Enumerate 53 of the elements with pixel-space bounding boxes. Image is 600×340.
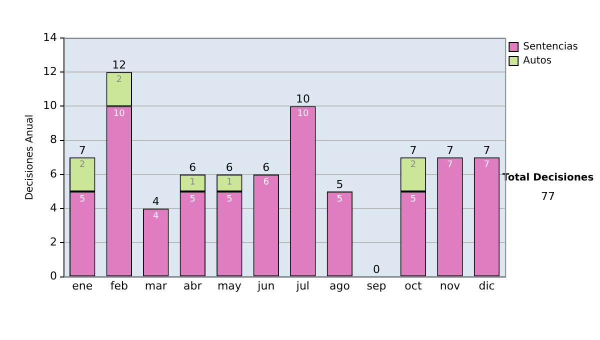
- x-tick-label: may: [217, 279, 242, 292]
- data-label: 5: [80, 194, 86, 204]
- annotation: Total Decisiones: [502, 172, 594, 184]
- y-tick-label: 12: [42, 64, 57, 78]
- data-label: 7: [484, 160, 490, 170]
- y-tick-label: 8: [50, 133, 57, 146]
- data-label: 1: [226, 177, 232, 188]
- y-axis-title: Decisiones Anual: [24, 114, 36, 200]
- total-label: 6: [226, 160, 233, 174]
- data-label: 4: [153, 211, 160, 222]
- y-tick-label: 0: [50, 270, 57, 283]
- x-tick-label: mar: [144, 279, 168, 292]
- x-tick-label: jul: [295, 279, 310, 292]
- data-label: 5: [410, 194, 416, 204]
- data-label: 5: [336, 194, 343, 204]
- data-label: 2: [116, 74, 122, 85]
- total-label: 7: [483, 144, 490, 157]
- x-tick-label: feb: [110, 279, 128, 292]
- data-label: 7: [447, 160, 453, 170]
- y-tick-label: 4: [50, 201, 57, 214]
- x-tick-label: ene: [72, 279, 93, 292]
- text: 77: [541, 190, 555, 203]
- x-tick-label: ago: [329, 279, 350, 292]
- data-label: 5: [226, 194, 232, 204]
- data-label: 2: [80, 160, 86, 170]
- x-tick-label: sep: [366, 279, 386, 292]
- total-label: 5: [336, 178, 344, 191]
- x-tick-label: abr: [184, 279, 202, 292]
- x-tick-label: oct: [404, 279, 422, 292]
- data-label: 10: [113, 109, 126, 120]
- data-label: 10: [297, 109, 309, 120]
- legend-label: Sentencias: [523, 42, 578, 53]
- total-label: 4: [152, 194, 160, 208]
- y-tick-label: 14: [42, 30, 57, 44]
- x-tick-label: nov: [440, 279, 461, 292]
- total-label: 7: [410, 144, 417, 157]
- total-label: 7: [446, 144, 454, 157]
- y-tick-label: 2: [50, 236, 57, 249]
- total-label: 0: [372, 263, 380, 276]
- y-tick-label: 10: [42, 99, 57, 112]
- data-label: 2: [410, 160, 416, 170]
- data-label: 5: [190, 194, 196, 204]
- total-label: 6: [189, 160, 196, 174]
- y-tick-label: 6: [50, 167, 57, 180]
- data-label: 6: [263, 177, 270, 188]
- total-label: 6: [262, 160, 270, 174]
- x-tick-label: jun: [256, 279, 275, 292]
- total-label: 7: [78, 144, 86, 157]
- total-label: 10: [296, 92, 310, 106]
- x-tick-label: dic: [478, 279, 495, 292]
- total-label: 12: [112, 58, 126, 72]
- legend-label: Autos: [523, 56, 552, 67]
- data-label: 1: [190, 177, 196, 188]
